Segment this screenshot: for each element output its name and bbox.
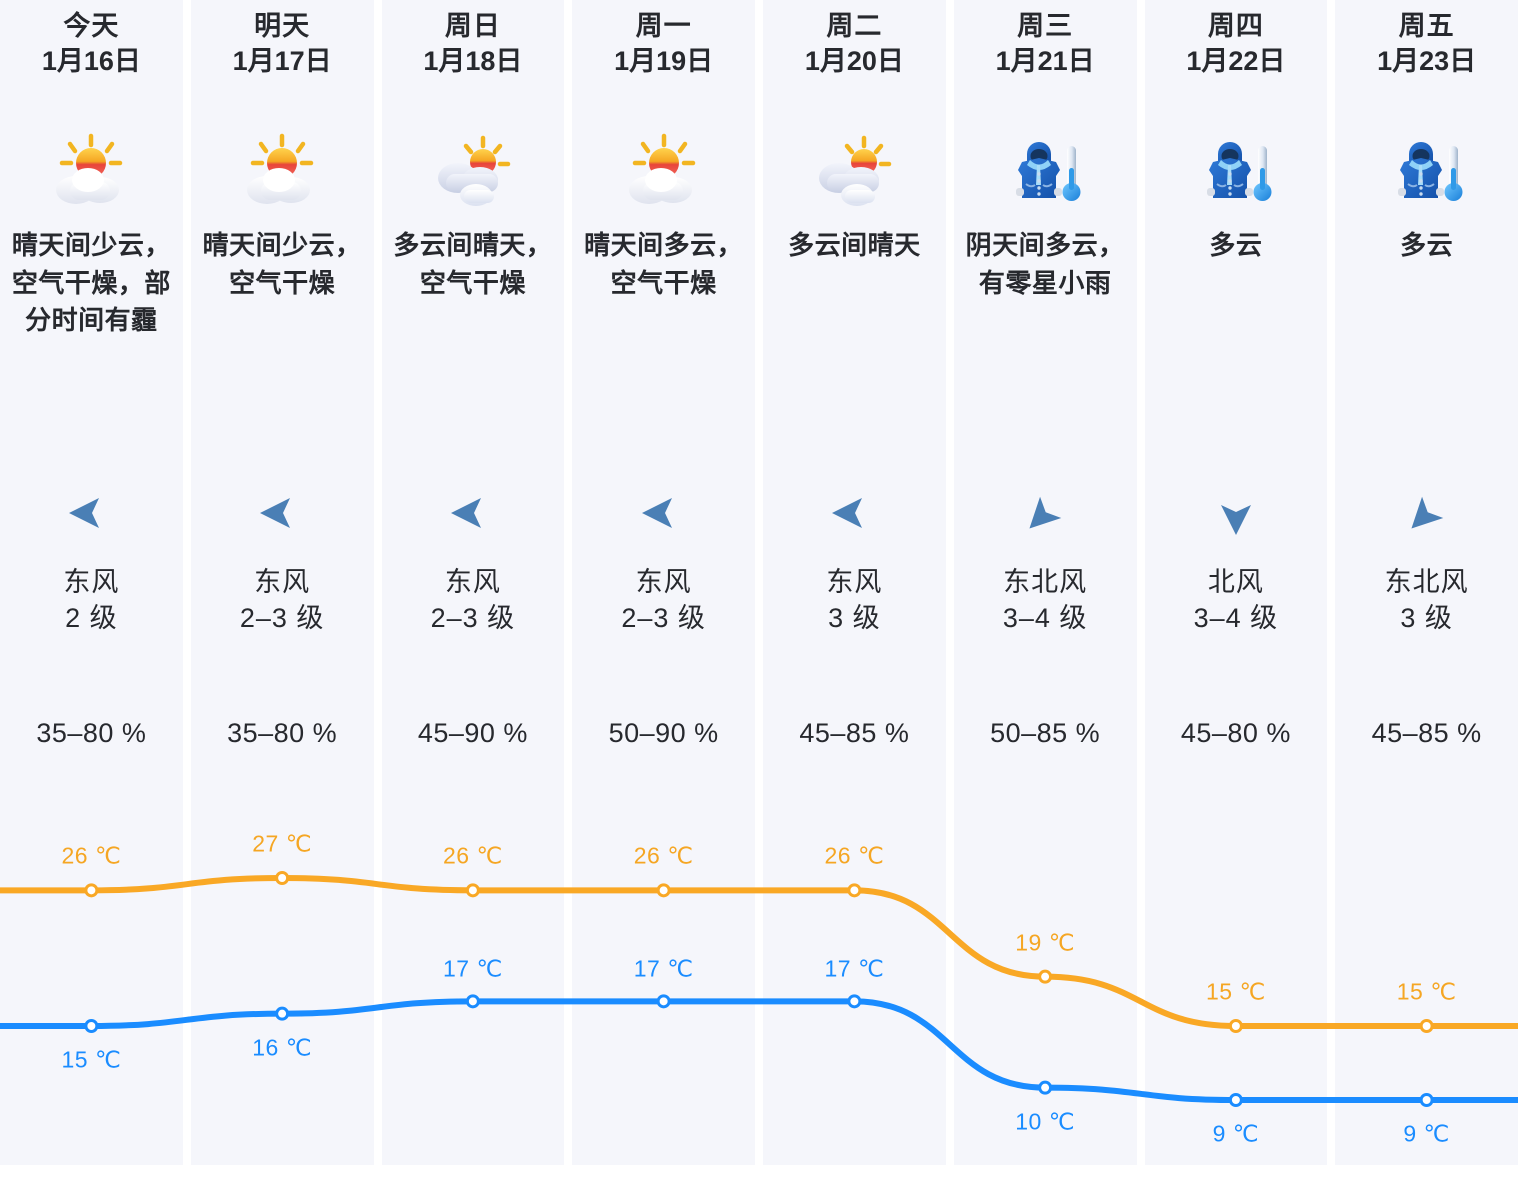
sun-behind-cloud-icon (628, 133, 695, 204)
day-date: 1月16日 (41, 45, 141, 76)
forecast-day-column[interactable]: 周二 1月20日 (763, 0, 946, 1178)
day-date: 1月23日 (1377, 45, 1477, 76)
wind-arrow-northeast-icon (1411, 496, 1443, 529)
weather-description: 晴天间多云，空气干燥 (584, 229, 744, 298)
weather-description: 晴天间少云，空气干燥 (202, 229, 362, 298)
forecast-day-column[interactable]: 周五 1月23日 (1335, 0, 1518, 1178)
weather-icon-wrap (48, 125, 134, 217)
wind-arrow-east-icon (641, 498, 672, 528)
day-name: 明天 (254, 11, 311, 41)
day-date: 1月19日 (614, 45, 714, 76)
weather-icon-wrap (1002, 125, 1088, 217)
wind-block: 东北风 3 级 (1335, 565, 1518, 636)
cold-jacket-thermometer-icon (1016, 141, 1081, 201)
wind-block: 东北风 3–4 级 (954, 565, 1137, 636)
wind-arrow-wrap (382, 490, 565, 536)
day-date: 1月22日 (1186, 45, 1286, 76)
humidity-range: 35–80 % (227, 718, 338, 748)
wind-arrow-east-icon (69, 498, 100, 528)
wind-arrow-wrap (572, 490, 755, 536)
wind-block: 东风 2–3 级 (572, 565, 755, 636)
cloud-with-sun-icon (819, 135, 892, 206)
wind-arrow-wrap (763, 490, 946, 536)
humidity-range: 45–80 % (1180, 718, 1291, 748)
wind-arrow-wrap (191, 490, 374, 536)
day-name: 周日 (444, 11, 501, 41)
day-date: 1月18日 (423, 45, 523, 76)
day-name: 周三 (1017, 11, 1074, 41)
wind-direction: 东风 (826, 567, 883, 597)
wind-direction: 东风 (635, 567, 692, 597)
humidity-range: 45–85 % (799, 718, 910, 748)
day-name: 周五 (1398, 11, 1455, 41)
wind-arrow-wrap (1145, 490, 1328, 536)
humidity-range: 50–85 % (990, 718, 1101, 748)
day-name: 周二 (826, 11, 883, 41)
forecast-day-column[interactable]: 明天 1月17日 晴天间少云，空气干燥 (191, 0, 374, 1178)
wind-arrow-north-icon (1220, 505, 1251, 535)
weather-icon-wrap (1193, 125, 1279, 217)
weather-description: 多云间晴天 (788, 229, 921, 260)
humidity-range: 45–90 % (417, 718, 528, 748)
wind-arrow-wrap (954, 490, 1137, 536)
day-date: 1月21日 (995, 45, 1095, 76)
weather-description: 晴天间少云，空气干燥，部分时间有霾 (11, 229, 171, 336)
forecast-day-column[interactable]: 周三 1月21日 (954, 0, 1137, 1178)
wind-block: 东风 2–3 级 (191, 565, 374, 636)
wind-direction: 北风 (1207, 567, 1264, 597)
wind-block: 东风 3 级 (763, 565, 946, 636)
wind-direction: 东北风 (1003, 567, 1088, 597)
weather-icon-wrap (621, 125, 707, 217)
wind-direction: 东北风 (1384, 567, 1469, 597)
wind-arrow-northeast-icon (1029, 496, 1062, 529)
wind-level: 3 级 (1400, 602, 1453, 633)
day-date: 1月20日 (804, 45, 904, 76)
forecast-day-column[interactable]: 周四 1月22日 (1145, 0, 1328, 1178)
sun-behind-cloud-icon (247, 133, 314, 204)
cold-jacket-thermometer-icon (1397, 141, 1463, 201)
weather-icon-wrap (430, 125, 516, 217)
wind-level: 2–3 级 (621, 602, 706, 633)
wind-arrow-east-icon (450, 498, 481, 528)
humidity-range: 45–85 % (1371, 718, 1482, 748)
wind-direction: 东风 (444, 567, 501, 597)
day-name: 今天 (63, 11, 120, 41)
weather-description: 多云 (1400, 229, 1454, 260)
wind-direction: 东风 (63, 567, 120, 597)
humidity-range: 50–90 % (608, 718, 719, 748)
wind-level: 2–3 级 (430, 602, 516, 633)
wind-block: 北风 3–4 级 (1145, 565, 1328, 636)
wind-level: 2–3 级 (239, 602, 325, 633)
wind-arrow-east-icon (832, 498, 863, 528)
forecast-day-column[interactable]: 周日 1月18日 (382, 0, 565, 1178)
wind-direction: 东风 (254, 567, 311, 597)
day-date: 1月17日 (232, 45, 332, 76)
wind-level: 2 级 (65, 602, 118, 633)
wind-arrow-east-icon (260, 498, 291, 528)
weather-icon-wrap (1384, 125, 1470, 217)
weather-description: 多云间晴天，空气干燥 (393, 229, 553, 298)
cold-jacket-thermometer-icon (1206, 141, 1272, 201)
weather-icon-wrap (811, 125, 897, 217)
weather-description: 阴天间多云，有零星小雨 (965, 229, 1125, 298)
day-name: 周四 (1207, 11, 1264, 41)
wind-arrow-wrap (1335, 490, 1518, 536)
weather-icon-wrap (239, 125, 325, 217)
humidity-range: 35–80 % (36, 718, 147, 748)
wind-block: 东风 2–3 级 (382, 565, 565, 636)
wind-block: 东风 2 级 (0, 565, 183, 636)
weather-description: 多云 (1209, 229, 1263, 260)
wind-level: 3–4 级 (1193, 602, 1279, 633)
sun-behind-cloud-icon (56, 133, 123, 204)
wind-level: 3 级 (828, 602, 881, 633)
wind-level: 3–4 级 (1002, 602, 1088, 633)
wind-arrow-wrap (0, 490, 183, 536)
day-name: 周一 (635, 11, 692, 41)
forecast-day-column[interactable]: 周一 1月19日 晴天间多云，空气干燥 (572, 0, 755, 1178)
forecast-day-column[interactable]: 今天 1月16日 晴天间少云，空气干燥，部分时间有霾 (0, 0, 183, 1178)
cloud-with-sun-icon (437, 135, 511, 206)
